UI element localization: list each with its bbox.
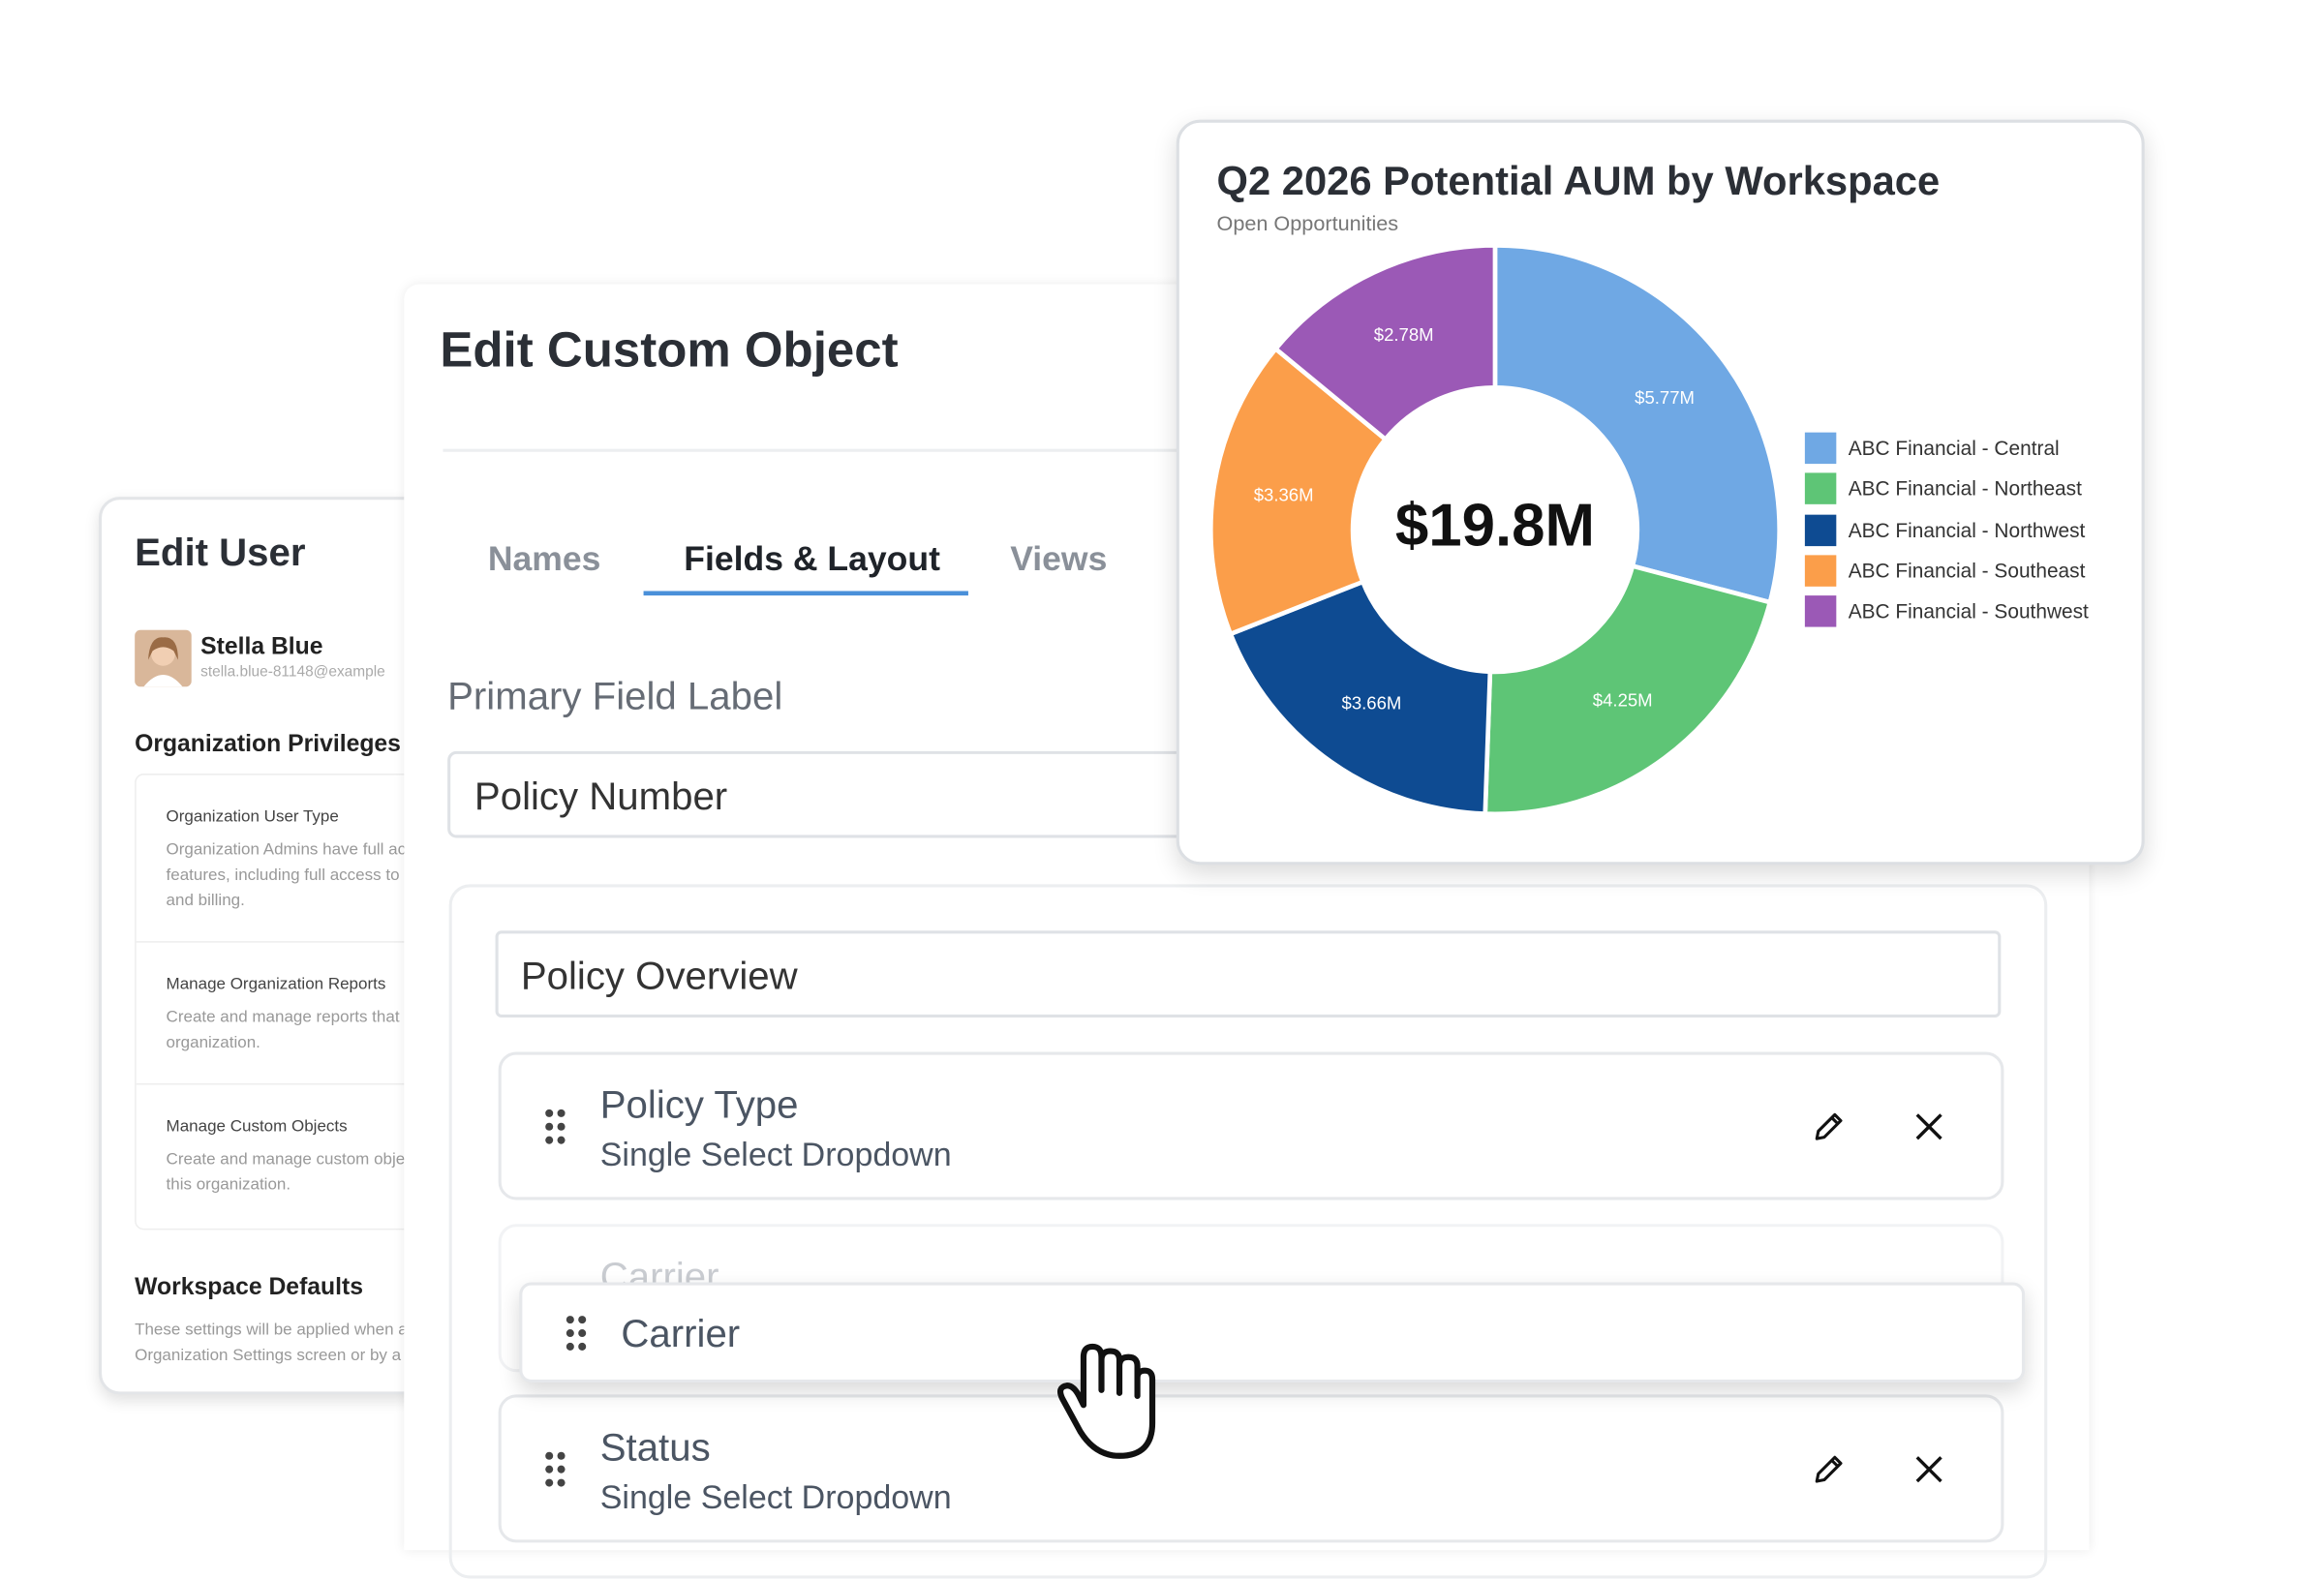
line: organization. <box>166 1033 260 1052</box>
tab-underline <box>643 591 968 596</box>
field-row[interactable]: Status Single Select Dropdown <box>498 1394 2004 1543</box>
donut-slice <box>1483 562 1773 817</box>
legend-label: ABC Financial - Northwest <box>1848 518 2086 541</box>
field-type: Single Select Dropdown <box>599 1477 952 1516</box>
tab[interactable]: Names <box>487 538 601 578</box>
field-label: Primary Field Label <box>447 673 783 718</box>
donut-chart: $5.77M $4.25M $3.66M $3.36M $2.78M $19.8M <box>1208 243 1782 817</box>
legend-swatch <box>1804 595 1837 627</box>
edit-icon[interactable] <box>1811 1109 1847 1144</box>
line: Organization Settings screen or by a <box>135 1346 402 1365</box>
legend-label: ABC Financial - Southwest <box>1848 600 2089 623</box>
section-box: Policy Overview Policy Type Single Selec… <box>448 884 2048 1579</box>
divider <box>136 941 586 943</box>
center-label: $19.8M <box>1395 492 1595 559</box>
field-type: Single Select Dropdown <box>599 1136 952 1173</box>
card-title: Edit Custom Object <box>440 321 899 378</box>
card-title: Edit User <box>135 530 306 575</box>
section-name-input[interactable]: Policy Overview <box>495 930 2002 1018</box>
legend-item: ABC Financial - Southeast <box>1804 555 2134 588</box>
legend-item: ABC Financial - Southwest <box>1804 595 2134 628</box>
avatar <box>135 629 192 687</box>
line: and billing. <box>166 892 245 910</box>
divider <box>443 448 1192 452</box>
donut-slice <box>1272 243 1498 442</box>
hand-cursor <box>1056 1343 1156 1459</box>
delete-icon[interactable] <box>1914 1454 1944 1484</box>
data-label: $4.25M <box>1593 689 1653 710</box>
line: this organization. <box>166 1175 291 1195</box>
legend-label: ABC Financial - Central <box>1848 437 2060 460</box>
donut-slice <box>1227 578 1493 816</box>
privileges-box: Organization User Type Organization Admi… <box>135 774 587 1231</box>
line: These settings will be applied when a <box>135 1321 408 1340</box>
data-label: $3.36M <box>1254 484 1314 504</box>
legend-swatch <box>1804 432 1837 465</box>
privilege-desc: Organization Admins have full ac features… <box>167 837 407 914</box>
privilege-title: Manage Custom Objects <box>166 1117 348 1137</box>
privilege-desc: Create and manage custom obje this organi… <box>167 1147 406 1199</box>
legend-item: ABC Financial - Central <box>1804 432 2134 466</box>
tab-active[interactable]: Fields & Layout <box>684 538 940 578</box>
section-title: Workspace Defaults <box>135 1274 364 1301</box>
tab[interactable]: Views <box>1010 538 1108 578</box>
line: Create and manage reports that <box>166 1008 400 1027</box>
chart-title: Q2 2026 Potential AUM by Workspace <box>1216 158 1941 204</box>
line: Organization Admins have full ac <box>166 840 407 860</box>
defaults-desc: These settings will be applied when a Org… <box>135 1319 408 1370</box>
line: features, including full access to <box>166 866 400 885</box>
field-name: Carrier <box>621 1310 741 1356</box>
edit-icon[interactable] <box>1811 1451 1847 1487</box>
privilege-title: Manage Organization Reports <box>166 975 386 994</box>
legend-swatch <box>1804 555 1837 587</box>
drag-handle[interactable] <box>566 1315 587 1351</box>
input-value: Policy Overview <box>520 953 798 998</box>
privilege-desc: Create and manage reports that organizati… <box>167 1006 400 1057</box>
legend-label: ABC Financial - Northeast <box>1848 477 2082 501</box>
privilege-title: Organization User Type <box>166 807 339 827</box>
legend-label: ABC Financial - Southeast <box>1848 559 2086 583</box>
delete-icon[interactable] <box>1914 1111 1944 1141</box>
drag-handle[interactable] <box>545 1109 566 1144</box>
divider <box>136 1082 586 1085</box>
data-label: $2.78M <box>1374 324 1434 345</box>
text-input[interactable]: Policy Number <box>447 750 1232 838</box>
user-email: stella.blue-81148@example <box>200 664 385 682</box>
field-row[interactable]: Policy Type Single Select Dropdown <box>498 1051 2004 1200</box>
line: Create and manage custom obje <box>166 1150 406 1170</box>
field-name: Status <box>599 1424 711 1470</box>
user-name: Stella Blue <box>200 634 323 660</box>
legend-swatch <box>1804 514 1837 546</box>
donut-slice <box>1208 346 1389 637</box>
input-value: Policy Number <box>474 774 728 819</box>
chart-card: Q2 2026 Potential AUM by Workspace Open … <box>1176 119 2145 866</box>
legend-swatch <box>1804 472 1837 505</box>
drag-handle[interactable] <box>545 1451 566 1487</box>
dragged-field[interactable]: Carrier <box>519 1282 2026 1383</box>
data-label: $3.66M <box>1342 693 1402 714</box>
legend-item: ABC Financial - Northwest <box>1804 514 2134 547</box>
data-label: $5.77M <box>1635 387 1695 408</box>
field-name: Policy Type <box>599 1081 799 1127</box>
donut-slice <box>1492 243 1782 605</box>
section-title: Organization Privileges <box>135 731 401 758</box>
chart-subtitle: Open Opportunities <box>1216 210 1399 235</box>
legend-item: ABC Financial - Northeast <box>1804 472 2134 506</box>
